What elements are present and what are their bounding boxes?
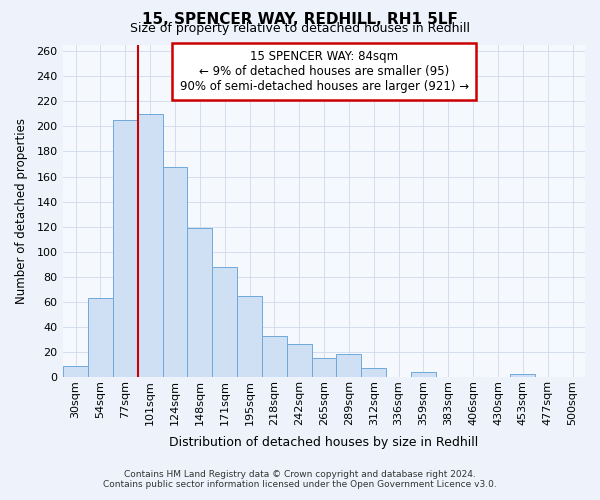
Text: Contains HM Land Registry data © Crown copyright and database right 2024.
Contai: Contains HM Land Registry data © Crown c… (103, 470, 497, 489)
Bar (212, 266, 237, 377)
Bar (187, 228, 212, 377)
Bar (262, 336, 287, 377)
Bar (137, 114, 163, 377)
Bar (287, 344, 311, 377)
Bar (361, 368, 386, 377)
Bar (237, 296, 262, 377)
Bar (163, 166, 187, 377)
Bar (311, 358, 337, 377)
Bar (511, 374, 535, 377)
Text: 15, SPENCER WAY, REDHILL, RH1 5LF: 15, SPENCER WAY, REDHILL, RH1 5LF (142, 12, 458, 26)
Text: 15 SPENCER WAY: 84sqm
← 9% of detached houses are smaller (95)
90% of semi-detac: 15 SPENCER WAY: 84sqm ← 9% of detached h… (179, 50, 469, 93)
Bar (88, 298, 113, 377)
Text: Size of property relative to detached houses in Redhill: Size of property relative to detached ho… (130, 22, 470, 35)
Bar (337, 354, 361, 377)
Bar (113, 120, 137, 377)
Bar (411, 372, 436, 377)
X-axis label: Distribution of detached houses by size in Redhill: Distribution of detached houses by size … (169, 436, 479, 449)
Bar (63, 366, 88, 377)
Y-axis label: Number of detached properties: Number of detached properties (15, 118, 28, 304)
